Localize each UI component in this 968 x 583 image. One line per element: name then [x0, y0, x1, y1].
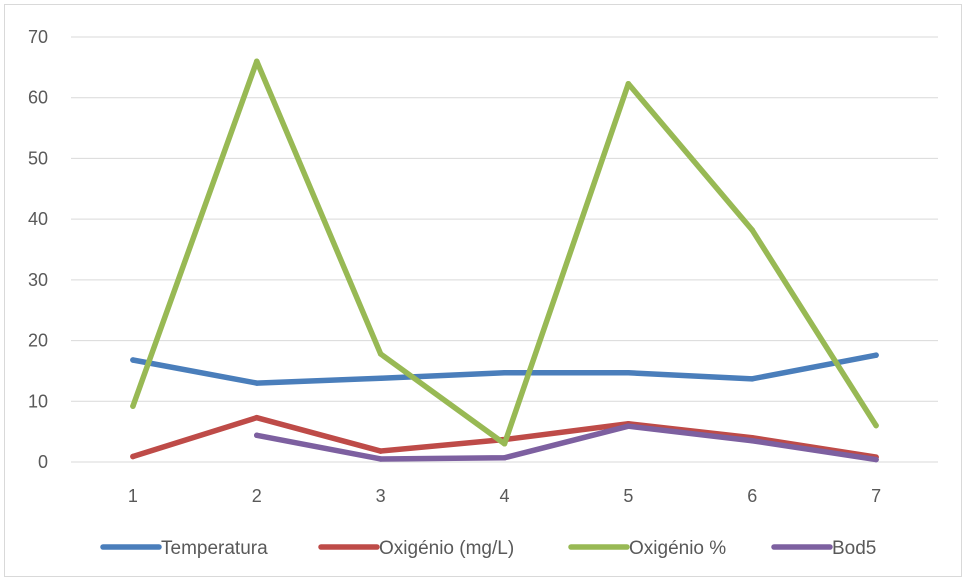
- series-line: [130, 58, 879, 447]
- data-point: [130, 403, 136, 409]
- legend-label: Temperatura: [161, 538, 268, 559]
- x-tick-label: 2: [252, 486, 262, 506]
- x-tick-label: 5: [623, 486, 633, 506]
- legend-item: Temperatura: [100, 538, 268, 559]
- series-oxig-nio: [130, 58, 879, 447]
- data-point: [254, 432, 260, 439]
- y-axis-tick-labels: 0 10 20 30 40 50 60 70: [28, 27, 48, 472]
- data-point: [377, 448, 384, 454]
- legend-label: Oxigénio (mg/L): [379, 538, 514, 559]
- data-point: [501, 370, 508, 376]
- data-point: [501, 441, 508, 447]
- legend: Temperatura Oxigénio (mg/L) Oxigénio % Bod5: [100, 538, 876, 559]
- data-point: [130, 357, 136, 363]
- data-point: [377, 456, 384, 462]
- x-tick-label: 6: [747, 486, 757, 506]
- legend-label: Bod5: [832, 538, 876, 559]
- y-tick-label: 0: [38, 452, 48, 472]
- series-lines: [130, 58, 879, 463]
- x-tick-label: 4: [499, 486, 509, 506]
- y-tick-label: 70: [28, 27, 48, 47]
- data-point: [130, 453, 136, 460]
- legend-item: Bod5: [771, 538, 876, 559]
- gridlines: [71, 36, 938, 463]
- series-line: [130, 352, 879, 386]
- data-point: [625, 423, 632, 429]
- y-tick-label: 30: [28, 270, 48, 290]
- x-axis-tick-labels: 1 2 3 4 5 6 7: [128, 486, 881, 506]
- x-tick-label: 3: [376, 486, 386, 506]
- data-point: [254, 414, 260, 421]
- data-point: [501, 455, 508, 461]
- series-temperatura: [130, 352, 879, 386]
- y-tick-label: 10: [28, 391, 48, 411]
- data-point: [377, 375, 384, 381]
- x-tick-label: 1: [128, 486, 138, 506]
- data-point: [749, 438, 755, 444]
- y-tick-label: 20: [28, 331, 48, 351]
- y-tick-label: 50: [28, 148, 48, 168]
- data-point: [254, 58, 260, 65]
- data-point: [377, 351, 384, 357]
- chart-frame: [4, 4, 962, 577]
- data-point: [873, 456, 879, 463]
- data-point: [625, 370, 632, 376]
- data-point: [749, 376, 755, 382]
- data-point: [873, 352, 879, 358]
- data-point: [873, 422, 879, 429]
- legend-item: Oxigénio %: [568, 538, 726, 559]
- y-tick-label: 40: [28, 209, 48, 229]
- series-line: [254, 423, 879, 463]
- data-point: [254, 380, 260, 386]
- series-bod5: [254, 423, 879, 463]
- legend-label: Oxigénio %: [629, 538, 726, 559]
- legend-item: Oxigénio (mg/L): [318, 538, 514, 559]
- data-point: [625, 81, 632, 87]
- y-tick-label: 60: [28, 88, 48, 108]
- data-point: [749, 227, 755, 233]
- x-tick-label: 7: [871, 486, 881, 506]
